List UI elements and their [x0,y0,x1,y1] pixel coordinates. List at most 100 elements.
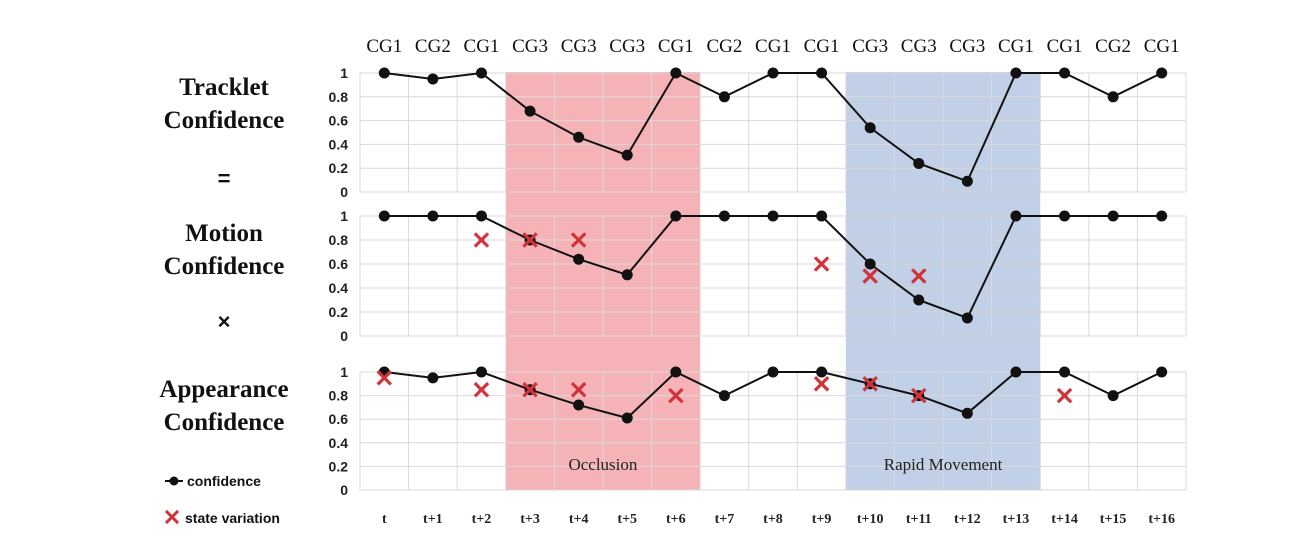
confidence-line-0 [384,71,1163,183]
confidence-point [718,91,730,103]
confidence-point [1156,210,1168,222]
y-tick-label: 0.6 [329,411,349,427]
y-tick-label: 0 [340,184,348,200]
group-label: CG1 [658,36,694,57]
x-tick-label: t+7 [715,512,735,527]
operator-1: × [218,309,231,334]
x-tick-label: t+2 [472,512,492,527]
legend-confidence-label: confidence [187,473,261,489]
x-tick-label: t+16 [1148,512,1175,527]
state-variation-mark [570,381,587,398]
x-tick-label: t+3 [520,512,540,527]
group-label: CG3 [609,36,645,57]
confidence-point [427,210,439,222]
confidence-point [427,372,439,384]
panel-label-1: Confidence [164,253,285,280]
confidence-point [621,149,633,161]
confidence-point [1156,366,1168,378]
confidence-point [1107,210,1119,222]
y-tick-label: 0.6 [329,256,349,272]
confidence-point [1010,67,1022,79]
y-tick-label: 0 [340,482,348,498]
y-tick-label: 1 [340,65,348,81]
highlight-regions [505,72,1041,490]
group-label: CG1 [804,36,840,57]
confidence-point [816,210,828,222]
x-tick-label: t+14 [1051,512,1078,527]
state-variation-mark [522,232,538,248]
y-tick-label: 0.2 [329,304,349,320]
confidence-point [961,175,973,187]
region-label-0: Occlusion [568,455,637,474]
group-label: CG3 [901,36,937,57]
confidence-point [816,366,828,378]
confidence-point [1010,210,1022,222]
confidence-point [816,67,828,79]
confidence-point [767,366,779,378]
confidence-point [621,269,633,281]
group-label: CG1 [366,36,402,57]
x-tick-label: t+11 [906,512,932,527]
group-label: CG1 [755,36,791,57]
confidence-point [913,294,925,306]
y-tick-label: 1 [340,364,348,380]
group-label: CG2 [1095,36,1131,57]
y-tick-label: 0.2 [329,458,349,474]
x-tick-label: t+1 [423,512,443,527]
y-tick-label: 0.4 [329,280,349,296]
group-label: CG3 [852,36,888,57]
x-tick-label: t+4 [569,512,589,527]
panel-label-0: Tracklet [179,74,269,101]
confidence-point [767,67,779,79]
group-label: CG1 [998,36,1034,57]
confidence-point [670,366,682,378]
x-tick-label: t+6 [666,512,686,527]
y-tick-label: 0.8 [329,232,349,248]
confidence-point [913,157,925,169]
confidence-point [1107,91,1119,103]
confidence-point [767,210,779,222]
confidence-point [573,253,585,265]
panel-label-2: Appearance [159,376,288,403]
state-variation-mark [911,387,927,404]
confidence-point [475,67,487,79]
group-label: CG2 [415,36,451,57]
group-label: CG1 [464,36,500,57]
confidence-point [718,210,730,222]
legend-confidence-marker [169,476,179,486]
y-tick-label: 0.4 [329,435,349,451]
confidence-point [1156,67,1168,79]
legend-state-label: state variation [185,510,280,526]
group-label: CG3 [512,36,548,57]
region-label-1: Rapid Movement [884,455,1003,474]
confidence-point [670,67,682,79]
legend-cross-icon [164,509,180,525]
y-tick-label: 1 [340,208,348,224]
operator-0: = [218,166,231,191]
state-variation-mark [570,232,587,248]
x-tick-label: t+12 [954,512,981,527]
x-tick-label: t+5 [617,512,637,527]
confidence-point [670,210,682,222]
confidence-line-2 [384,370,1163,420]
confidence-point [1010,366,1022,378]
state-variation-mark [376,370,393,386]
confidence-point [718,390,730,402]
grid [359,72,1187,491]
state-variation-mark [862,376,878,392]
confidence-point [1059,366,1071,378]
confidence-point [961,312,973,324]
x-tick-label: t [382,512,387,527]
group-label: CG3 [949,36,985,57]
state-variation-mark [473,232,490,248]
y-tick-label: 0.6 [329,113,349,129]
confidence-point [621,412,633,424]
group-label: CG1 [1047,36,1083,57]
confidence-point [1107,390,1119,402]
confidence-point [475,210,487,222]
confidence-point [864,258,876,270]
state-variation-mark [1056,387,1073,404]
group-label: CG3 [561,36,597,57]
group-label: CG2 [706,36,742,57]
